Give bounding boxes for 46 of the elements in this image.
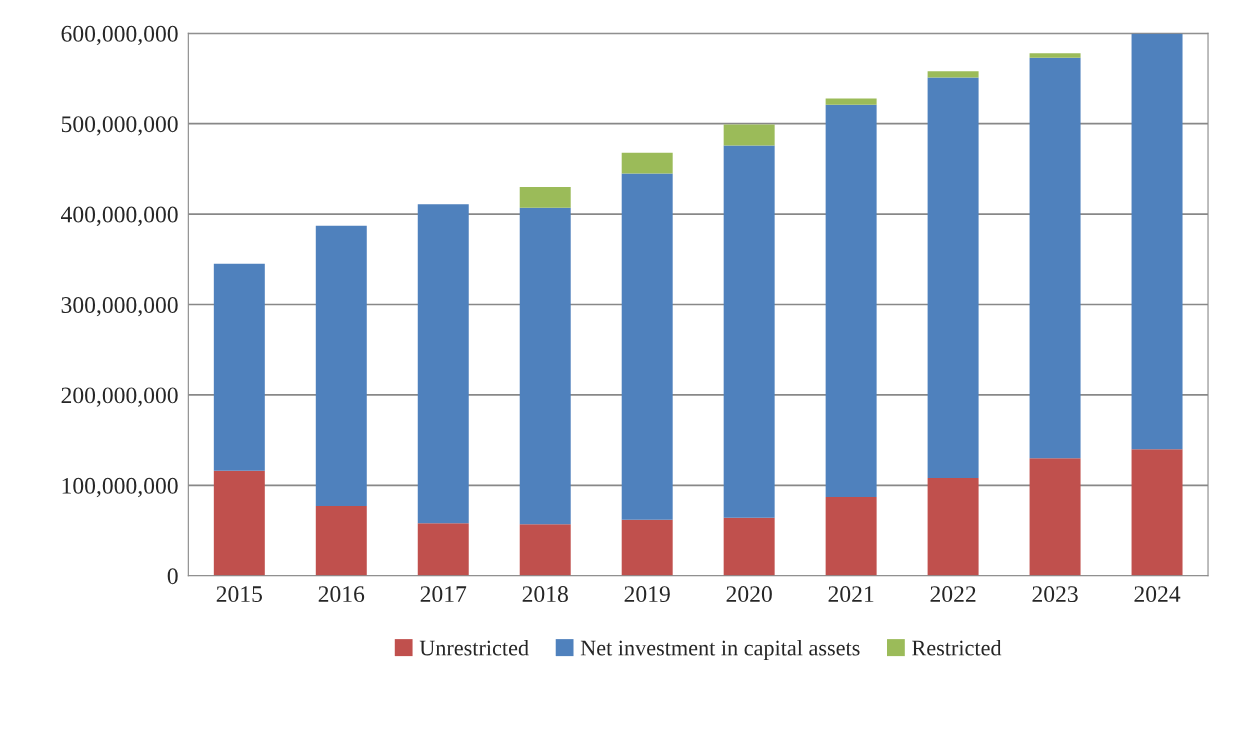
bar	[1131, 33, 1183, 450]
bar	[723, 145, 775, 518]
bar	[621, 152, 673, 174]
x-tick-label: 2020	[726, 586, 772, 603]
legend-label: Restricted	[912, 639, 1002, 656]
x-tick-label: 2018	[522, 586, 568, 603]
bar	[417, 523, 469, 576]
x-tick-label: 2019	[624, 586, 670, 603]
bar	[723, 124, 775, 146]
bar	[825, 104, 877, 498]
bar	[315, 506, 367, 576]
bar	[315, 225, 367, 507]
bar	[825, 497, 877, 576]
x-tick-label: 2022	[930, 586, 976, 603]
bar	[519, 207, 571, 525]
bar	[519, 524, 571, 576]
bar	[825, 98, 877, 105]
x-tick-label: 2023	[1032, 586, 1078, 603]
bar	[621, 519, 673, 576]
x-tick-label: 2021	[828, 586, 874, 603]
bar	[723, 517, 775, 576]
bar	[1029, 57, 1081, 459]
x-tick-label: 2016	[318, 586, 365, 603]
y-tick-label: 300,000,000	[61, 297, 178, 317]
y-tick-label: 600,000,000	[61, 25, 178, 46]
bar	[927, 77, 979, 479]
bar	[213, 263, 265, 471]
y-tick-label: 200,000,000	[61, 387, 178, 407]
bar	[1131, 449, 1183, 576]
bar	[1029, 458, 1081, 576]
bar	[213, 470, 265, 576]
y-tick-label: 100,000,000	[62, 477, 178, 498]
y-tick-label: 400,000,000	[61, 206, 178, 226]
bar	[1029, 53, 1081, 58]
bar	[621, 173, 673, 520]
x-tick-label: 2024	[1134, 586, 1181, 603]
x-tick-label: 2015	[216, 586, 262, 603]
bar	[519, 186, 571, 208]
bar	[417, 204, 469, 524]
legend-label: Net investment in capital assets	[580, 639, 860, 661]
x-tick-label: 2017	[420, 586, 467, 603]
y-tick-label: 0	[167, 568, 178, 585]
bar	[927, 71, 979, 78]
legend-label: Unrestricted	[419, 639, 529, 656]
bar	[927, 478, 979, 576]
y-tick-label: 500,000,000	[61, 116, 178, 136]
